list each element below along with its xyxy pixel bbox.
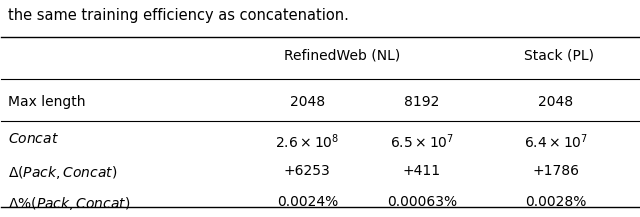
Text: the same training efficiency as concatenation.: the same training efficiency as concaten…: [8, 8, 349, 23]
Text: $6.4 \times 10^{7}$: $6.4 \times 10^{7}$: [524, 133, 588, 151]
Text: $6.5 \times 10^{7}$: $6.5 \times 10^{7}$: [390, 133, 454, 151]
Text: 0.0028%: 0.0028%: [525, 196, 586, 209]
Text: 2048: 2048: [538, 95, 573, 109]
Text: RefinedWeb (NL): RefinedWeb (NL): [284, 49, 401, 62]
Text: 2048: 2048: [290, 95, 325, 109]
Text: Max length: Max length: [8, 95, 85, 109]
Text: +1786: +1786: [532, 164, 579, 178]
Text: Stack (PL): Stack (PL): [524, 49, 594, 62]
Text: 0.00063%: 0.00063%: [387, 196, 457, 209]
Text: 8192: 8192: [404, 95, 440, 109]
Text: $\mathit{Concat}$: $\mathit{Concat}$: [8, 133, 59, 146]
Text: +6253: +6253: [284, 164, 331, 178]
Text: +411: +411: [403, 164, 441, 178]
Text: $\Delta\%(\mathit{Pack},\mathit{Concat})$: $\Delta\%(\mathit{Pack},\mathit{Concat})…: [8, 196, 130, 212]
Text: $2.6 \times 10^{8}$: $2.6 \times 10^{8}$: [275, 133, 339, 151]
Text: 0.0024%: 0.0024%: [276, 196, 338, 209]
Text: $\Delta(\mathit{Pack},\mathit{Concat})$: $\Delta(\mathit{Pack},\mathit{Concat})$: [8, 164, 117, 181]
